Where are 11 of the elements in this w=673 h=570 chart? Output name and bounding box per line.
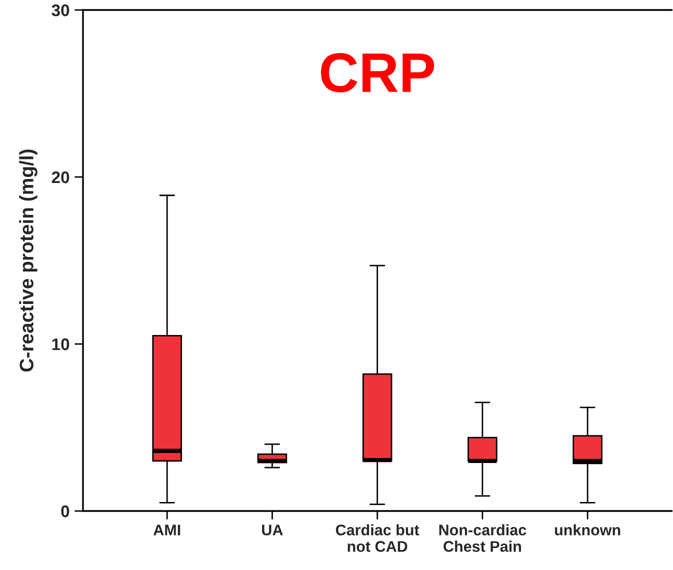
x-tick-label: unknown: [554, 524, 620, 536]
x-tick-label: Cardiac but not CAD: [336, 524, 420, 552]
x-tick-label: UA: [262, 524, 283, 536]
y-tick-label: 0: [61, 505, 70, 518]
x-tick-label: AMI: [153, 524, 180, 536]
x-tick-label: Non-cardiac Chest Pain: [439, 524, 526, 552]
y-tick-label: 30: [52, 4, 70, 16]
text: CRP: [320, 53, 434, 92]
y-tick-label: 10: [52, 338, 70, 350]
y-tick-label: 20: [52, 171, 70, 184]
y-axis-title: C-reactive protein (mg/l): [19, 150, 38, 372]
